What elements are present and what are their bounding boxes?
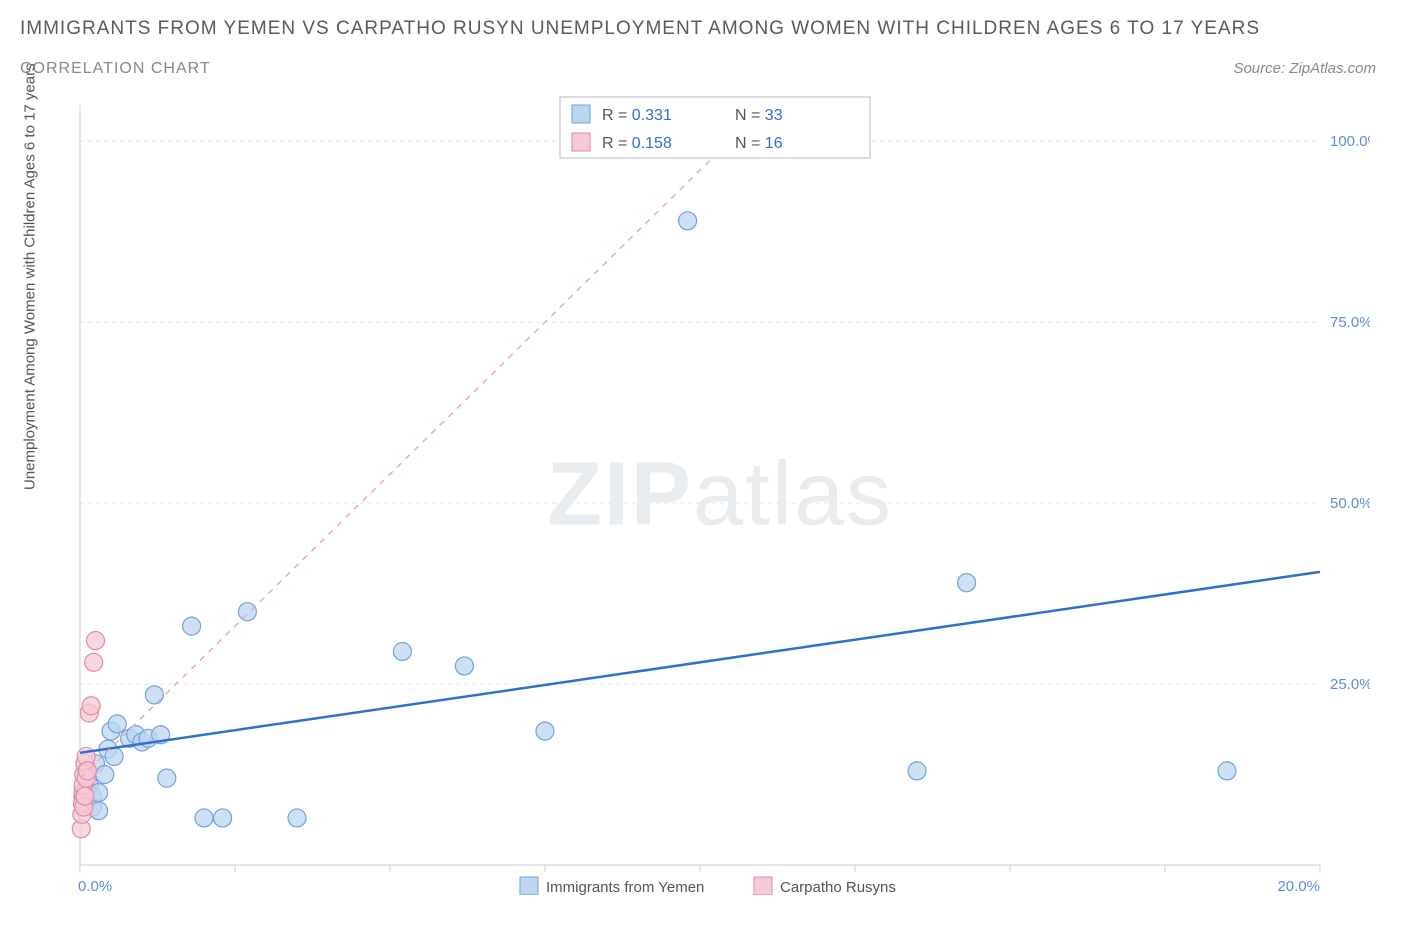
yemen-point <box>455 657 473 675</box>
legend-swatch <box>572 133 590 151</box>
stats-r: R = 0.331 <box>602 107 672 124</box>
legend-swatch <box>520 877 538 895</box>
trend-line <box>80 572 1320 753</box>
stats-n: N = 33 <box>735 107 783 124</box>
yemen-point <box>679 212 697 230</box>
yemen-point <box>195 809 213 827</box>
yemen-point <box>145 686 163 704</box>
yemen-point <box>393 642 411 660</box>
stats-r: R = 0.158 <box>602 135 672 152</box>
chart-title: IMMIGRANTS FROM YEMEN VS CARPATHO RUSYN … <box>20 18 1260 40</box>
source-attribution: Source: ZipAtlas.com <box>1233 60 1376 77</box>
carpatho-point <box>76 787 94 805</box>
yemen-point <box>238 603 256 621</box>
x-tick-label: 20.0% <box>1277 878 1320 895</box>
trend-line <box>80 95 1320 778</box>
x-tick-label: 0.0% <box>78 878 112 895</box>
y-axis-label: Unemployment Among Women with Children A… <box>22 63 39 490</box>
yemen-point <box>96 766 114 784</box>
carpatho-point <box>82 697 100 715</box>
y-tick-label: 75.0% <box>1330 314 1370 331</box>
chart-canvas: 25.0% 50.0% 75.0% 100.0% 0.0% 20.0% R = 0.331 N… <box>70 95 1370 895</box>
y-tick-label: 25.0% <box>1330 676 1370 693</box>
y-tick-label: 50.0% <box>1330 495 1370 512</box>
stats-n: N = 16 <box>735 135 783 152</box>
yemen-point <box>1218 762 1236 780</box>
yemen-point <box>958 574 976 592</box>
carpatho-point <box>87 632 105 650</box>
carpatho-point <box>85 653 103 671</box>
yemen-point <box>288 809 306 827</box>
legend-swatch <box>754 877 772 895</box>
yemen-point <box>536 722 554 740</box>
yemen-point <box>183 617 201 635</box>
chart-subtitle: CORRELATION CHART <box>20 60 211 78</box>
y-tick-label: 100.0% <box>1330 133 1370 150</box>
yemen-point <box>908 762 926 780</box>
yemen-point <box>158 769 176 787</box>
legend-swatch <box>572 105 590 123</box>
legend-label: Immigrants from Yemen <box>546 879 704 895</box>
yemen-point <box>214 809 232 827</box>
scatter-plot: 25.0% 50.0% 75.0% 100.0% 0.0% 20.0% R = 0.331 N… <box>70 95 1370 895</box>
legend-label: Carpatho Rusyns <box>780 879 896 895</box>
yemen-point <box>108 715 126 733</box>
